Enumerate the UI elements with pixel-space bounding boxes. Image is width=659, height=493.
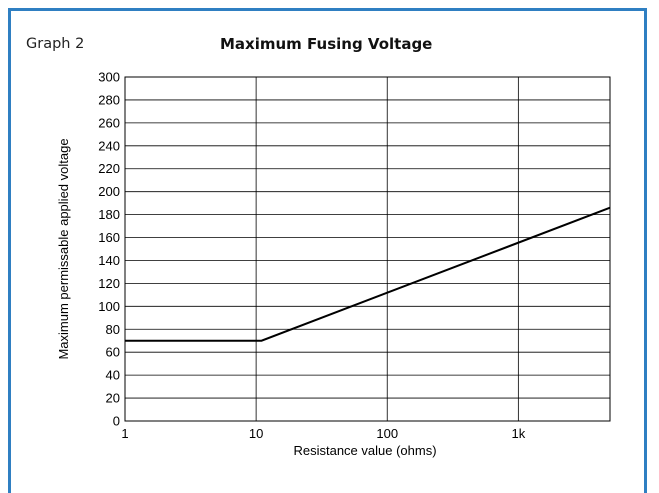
y-tick-label: 220 <box>98 161 120 176</box>
y-axis-title: Maximum permissable applied voltage <box>56 138 71 359</box>
plot-area <box>124 76 611 422</box>
grid-lines <box>124 76 610 422</box>
y-tick-label: 280 <box>98 92 120 107</box>
y-tick-label: 180 <box>98 207 120 222</box>
y-tick-label: 0 <box>113 414 120 429</box>
y-tick-label: 80 <box>106 322 120 337</box>
x-axis-tick-labels: 1 10 100 1k <box>121 426 525 441</box>
graph-panel <box>8 8 647 493</box>
y-tick-label: 260 <box>98 115 120 130</box>
series-line <box>125 206 611 342</box>
x-tick-label: 1 <box>121 426 128 441</box>
chart-title: Maximum Fusing Voltage <box>220 35 433 53</box>
y-tick-label: 100 <box>98 299 120 314</box>
y-tick-label: 40 <box>106 368 120 383</box>
x-tick-label: 100 <box>376 426 398 441</box>
y-tick-label: 240 <box>98 138 120 153</box>
x-axis-title: Resistance value (ohms) <box>293 443 436 458</box>
y-tick-label: 60 <box>106 345 120 360</box>
y-tick-label: 200 <box>98 184 120 199</box>
graph-number-label: Graph 2 <box>26 36 85 52</box>
y-tick-label: 300 <box>98 70 120 85</box>
y-tick-label: 20 <box>106 391 120 406</box>
x-tick-label: 1k <box>511 426 525 441</box>
series-layer <box>125 206 611 342</box>
y-axis-tick-labels: 0 20 40 60 80 100 120 140 160 180 200 220 240 260 280 3… <box>98 70 120 429</box>
y-tick-label: 140 <box>98 253 120 268</box>
x-tick-label: 10 <box>249 426 263 441</box>
y-tick-label: 160 <box>98 230 120 245</box>
y-tick-label: 120 <box>98 276 120 291</box>
